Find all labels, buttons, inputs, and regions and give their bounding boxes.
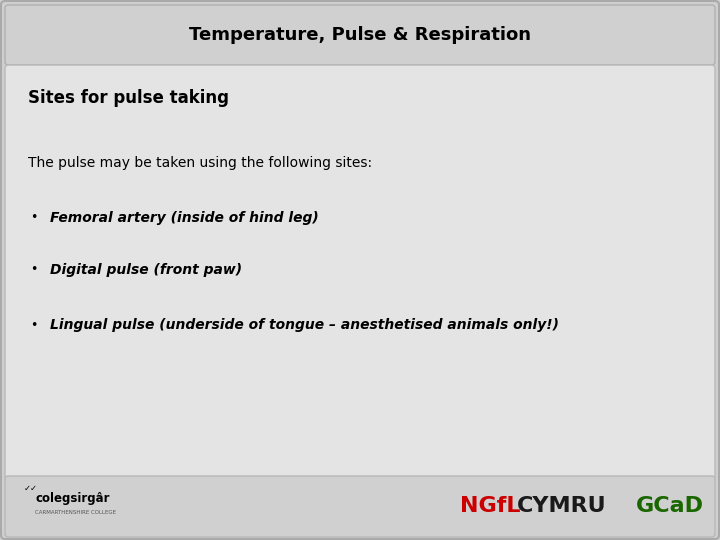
- Text: Femoral artery (inside of hind leg): Femoral artery (inside of hind leg): [50, 211, 319, 225]
- FancyBboxPatch shape: [5, 65, 715, 479]
- Text: The pulse may be taken using the following sites:: The pulse may be taken using the followi…: [28, 156, 372, 170]
- Text: CARMARTHENSHIRE COLLEGE: CARMARTHENSHIRE COLLEGE: [35, 510, 116, 515]
- FancyBboxPatch shape: [5, 5, 715, 65]
- Text: CYMRU: CYMRU: [517, 496, 607, 516]
- Text: Lingual pulse (underside of tongue – anesthetised animals only!): Lingual pulse (underside of tongue – ane…: [50, 318, 559, 332]
- FancyBboxPatch shape: [5, 476, 715, 537]
- Text: ✓✓: ✓✓: [24, 484, 38, 493]
- Text: •: •: [30, 319, 37, 332]
- Text: NGfL: NGfL: [460, 496, 521, 516]
- Text: Sites for pulse taking: Sites for pulse taking: [28, 89, 229, 107]
- Text: •: •: [30, 212, 37, 225]
- Text: Digital pulse (front paw): Digital pulse (front paw): [50, 263, 242, 277]
- Text: GCaD: GCaD: [636, 496, 704, 516]
- Text: colegsirgâr: colegsirgâr: [35, 492, 109, 505]
- Text: •: •: [30, 264, 37, 276]
- Text: Temperature, Pulse & Respiration: Temperature, Pulse & Respiration: [189, 26, 531, 44]
